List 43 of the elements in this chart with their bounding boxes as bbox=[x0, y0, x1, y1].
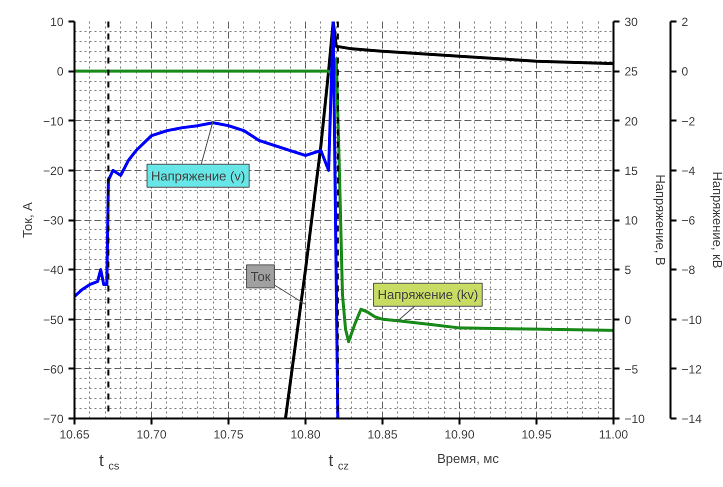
x-tick-label: 10.70 bbox=[136, 428, 167, 442]
y2-tick-label: −5 bbox=[624, 362, 639, 376]
x-tick-label: 11.00 bbox=[598, 428, 628, 442]
y-tick-label: −50 bbox=[43, 312, 64, 327]
y3-axis-title: Напряжение, кВ bbox=[710, 172, 723, 268]
y3-tick-label: −14 bbox=[682, 412, 702, 426]
y-tick-label: 10 bbox=[50, 15, 64, 29]
y3-tick-label: −2 bbox=[682, 114, 696, 128]
annotation: Напряжение (v) bbox=[151, 168, 246, 184]
y2-tick-label: 30 bbox=[624, 15, 638, 29]
y2-tick-label: 0 bbox=[624, 312, 632, 327]
y3-tick-label: 0 bbox=[682, 64, 688, 79]
x-tick-label: 10.80 bbox=[290, 428, 321, 442]
x-tick-label: 10.90 bbox=[444, 428, 475, 442]
annotation: Ток bbox=[250, 268, 271, 284]
x-axis-title: Время, мс bbox=[437, 451, 500, 466]
y3-tick-label: −4 bbox=[682, 164, 696, 178]
y-axis-title: Ток, А bbox=[20, 202, 36, 238]
y2-tick-label: −10 bbox=[624, 412, 646, 426]
y2-tick-label: 5 bbox=[624, 263, 632, 278]
x-tick-label: 10.85 bbox=[367, 428, 398, 442]
y3-tick-label: −6 bbox=[682, 214, 696, 228]
y2-tick-label: 15 bbox=[624, 164, 638, 178]
y-tick-label: −70 bbox=[43, 412, 64, 426]
y3-tick-label: −10 bbox=[682, 312, 702, 327]
y-tick-label: −60 bbox=[43, 362, 64, 376]
y2-tick-label: 20 bbox=[624, 114, 638, 128]
y-tick-label: −30 bbox=[43, 214, 64, 228]
x-tick-label: 10.65 bbox=[59, 428, 90, 442]
line-series bbox=[74, 57, 614, 344]
y-tick-label: −40 bbox=[43, 263, 64, 278]
x-tick-label: 10.95 bbox=[521, 428, 552, 442]
y2-tick-label: 10 bbox=[624, 214, 638, 228]
y3-tick-label: 2 bbox=[682, 15, 688, 29]
x-tick-label: 10.75 bbox=[213, 428, 244, 442]
annotation: Напряжение (kv) bbox=[378, 287, 478, 302]
y-tick-label: −10 bbox=[43, 114, 64, 128]
y2-axis-title: Напряжение, В bbox=[652, 174, 668, 266]
y3-tick-label: −8 bbox=[682, 263, 696, 278]
y-tick-label: −20 bbox=[43, 164, 64, 178]
y-tick-label: 0 bbox=[56, 64, 64, 79]
y2-tick-label: 25 bbox=[624, 64, 638, 79]
y3-tick-label: −12 bbox=[682, 362, 702, 376]
